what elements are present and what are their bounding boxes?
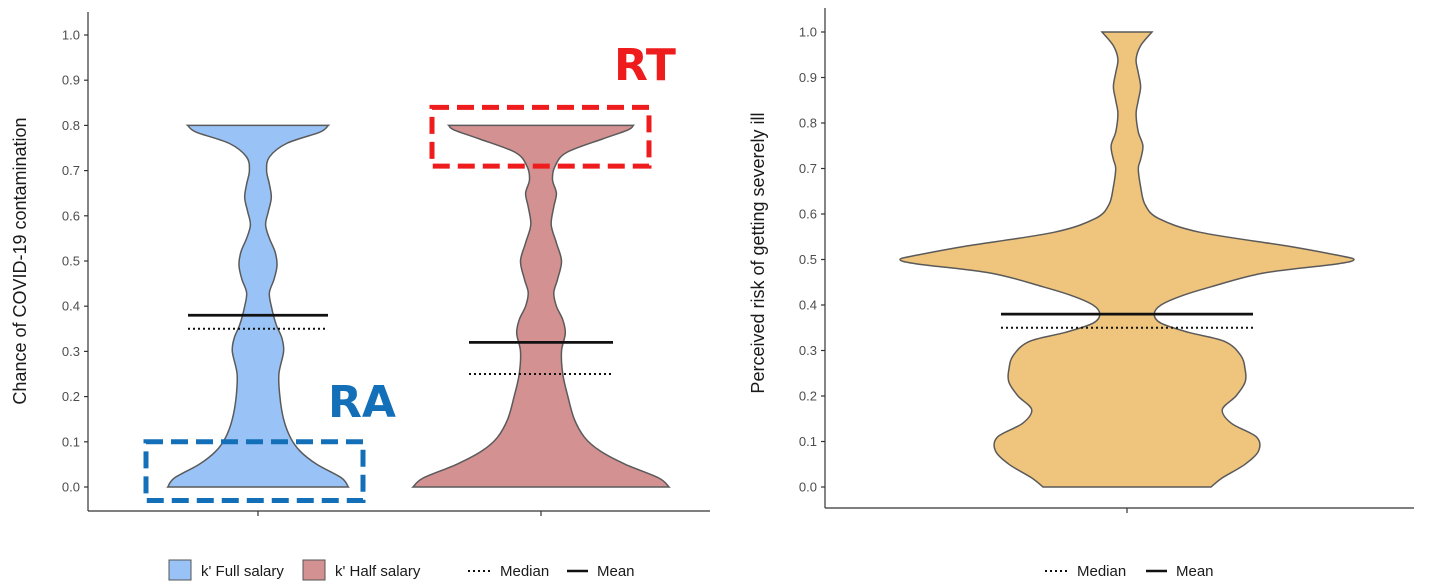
y-tick-label: 0.3: [799, 343, 817, 358]
y-tick-label: 0.7: [799, 161, 817, 176]
right-legend: Median Mean: [1045, 563, 1214, 580]
left-y-axis-ticks: 0.0 0.1 0.2 0.3 0.4 0.5 0.6 0.7 0.8 0.9 1.0: [62, 28, 88, 495]
annotation-label-ra: RA: [328, 377, 396, 428]
violin-risk: [899, 31, 1355, 488]
annotation-label-rt: RT: [614, 40, 676, 91]
legend-label-median: Median: [500, 563, 549, 580]
violin-k-full-salary: [166, 124, 350, 488]
legend-swatch-full-salary: [168, 559, 192, 581]
y-tick-label: 0.5: [799, 252, 817, 267]
legend-swatch-half-salary: [302, 559, 326, 581]
right-y-axis-ticks: 0.0 0.1 0.2 0.3 0.4 0.5 0.6 0.7 0.8 0.9 1.0: [799, 25, 825, 495]
legend-label-median-right: Median: [1077, 563, 1126, 580]
y-tick-label: 0.1: [62, 434, 80, 449]
y-tick-label: 0.8: [62, 118, 80, 133]
y-tick-label: 0.9: [799, 70, 817, 85]
y-tick-label: 1.0: [62, 28, 80, 43]
y-tick-label: 0.2: [62, 389, 80, 404]
y-tick-label: 0.6: [62, 208, 80, 223]
left-annotations: RA RT: [143, 40, 676, 504]
y-tick-label: 0.0: [62, 480, 80, 495]
right-chart: Perceived risk of getting severely ill 0…: [748, 8, 1414, 513]
y-tick-label: 0.4: [799, 298, 817, 313]
y-tick-label: 1.0: [799, 25, 817, 40]
y-tick-label: 0.3: [62, 344, 80, 359]
right-summary-lines: [1001, 312, 1253, 329]
left-y-axis-title: Chance of COVID-19 contamination: [10, 117, 30, 404]
y-tick-label: 0.7: [62, 163, 80, 178]
right-violins: [899, 31, 1355, 488]
y-tick-label: 0.2: [799, 389, 817, 404]
y-tick-label: 0.1: [799, 434, 817, 449]
violin-k-half-salary: [411, 124, 671, 488]
annotation-box-ra: [143, 439, 366, 504]
y-tick-label: 0.6: [799, 207, 817, 222]
left-summary-lines: [188, 313, 613, 375]
right-y-axis-title: Perceived risk of getting severely ill: [748, 112, 768, 393]
y-tick-label: 0.0: [799, 480, 817, 495]
left-violins: [166, 124, 671, 488]
legend-label-mean-right: Mean: [1176, 563, 1214, 580]
legend-label-half-salary: k' Half salary: [335, 563, 421, 580]
left-chart: Chance of COVID-19 contamination 0.00.10…: [10, 12, 710, 516]
y-tick-label: 0.8: [799, 116, 817, 131]
legend-label-mean: Mean: [597, 563, 635, 580]
y-tick-label: 0.4: [62, 299, 80, 314]
legend-label-full-salary: k' Full salary: [201, 563, 284, 580]
y-tick-label: 0.9: [62, 73, 80, 88]
annotation-box-rt: [429, 104, 652, 169]
left-legend: k' Full salary k' Half salary Median Mea…: [168, 559, 635, 581]
y-tick-label: 0.5: [62, 254, 80, 269]
